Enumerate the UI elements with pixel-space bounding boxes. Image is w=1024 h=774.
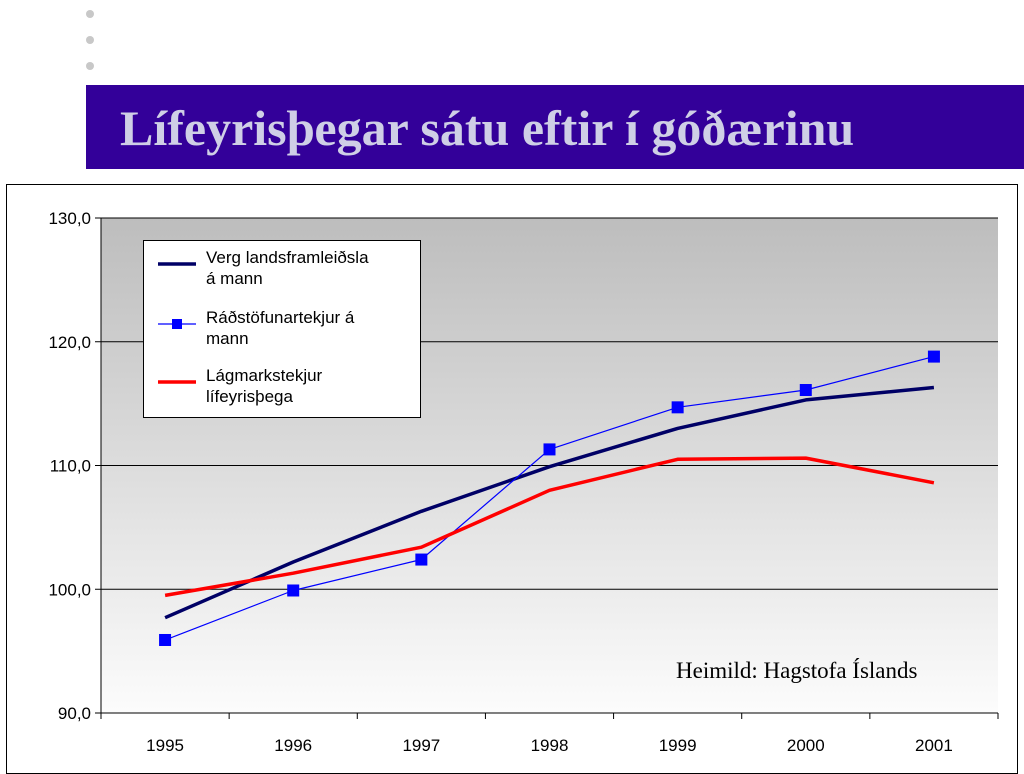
dot-1 xyxy=(86,10,94,18)
legend-swatch-disposable-income xyxy=(158,319,196,329)
series-line-1 xyxy=(164,385,935,620)
dot-3 xyxy=(86,62,94,70)
legend-swatch-gdp xyxy=(158,262,196,266)
slide-title: Lífeyrisþegar sátu eftir í góðærinu xyxy=(120,100,855,156)
legend-swatch-pensioner-income xyxy=(158,380,196,384)
series-2-point-1997 xyxy=(415,553,428,566)
series-2-point-2001 xyxy=(927,350,940,363)
legend-label-disposable-income: Ráðstöfunartekjur á mann xyxy=(206,307,421,349)
x-tick-label-1998: 1998 xyxy=(531,736,569,755)
x-tick-label-2000: 2000 xyxy=(787,736,825,755)
y-tick-label-1: 100,0 xyxy=(48,580,91,599)
legend-label-gdp-line-2: á mann xyxy=(206,269,263,288)
series-2-point-1999 xyxy=(671,401,684,414)
x-tick-label-1996: 1996 xyxy=(274,736,312,755)
y-tick-label-4: 130,0 xyxy=(48,209,91,228)
y-tick-label-3: 120,0 xyxy=(48,333,91,352)
series-2-point-1995 xyxy=(159,633,172,646)
decorative-dots xyxy=(86,10,102,88)
x-tick-label-1995: 1995 xyxy=(146,736,184,755)
legend-label-gdp-line-1: Verg landsframleiðsla xyxy=(206,248,369,267)
title-bar: Lífeyrisþegar sátu eftir í góðærinu xyxy=(86,85,1024,169)
legend-label-pensioner-income-line-2: lífeyrisþega xyxy=(206,387,293,406)
legend-label-disposable-income-line-1: Ráðstöfunartekjur á xyxy=(206,308,355,327)
series-2-point-1998 xyxy=(543,443,556,456)
legend-label-disposable-income-line-2: mann xyxy=(206,329,249,348)
dot-2 xyxy=(86,36,94,44)
series-2-point-2000 xyxy=(799,384,812,397)
legend-label-pensioner-income: Lágmarkstekjur lífeyrisþega xyxy=(206,365,421,407)
legend-label-gdp: Verg landsframleiðsla á mann xyxy=(206,247,421,289)
chart-legend: Verg landsframleiðsla á mann Ráðstöfunar… xyxy=(143,240,421,418)
x-tick-label-1999: 1999 xyxy=(659,736,697,755)
legend-label-pensioner-income-line-1: Lágmarkstekjur xyxy=(206,366,323,385)
x-tick-label-2001: 2001 xyxy=(915,736,953,755)
source-note: Heimild: Hagstofa Íslands xyxy=(676,658,918,683)
series-line-3 xyxy=(164,456,935,598)
y-tick-label-0: 90,0 xyxy=(58,704,91,723)
y-tick-label-2: 110,0 xyxy=(50,457,91,476)
series-2-point-1996 xyxy=(287,584,300,597)
x-tick-label-1997: 1997 xyxy=(402,736,440,755)
